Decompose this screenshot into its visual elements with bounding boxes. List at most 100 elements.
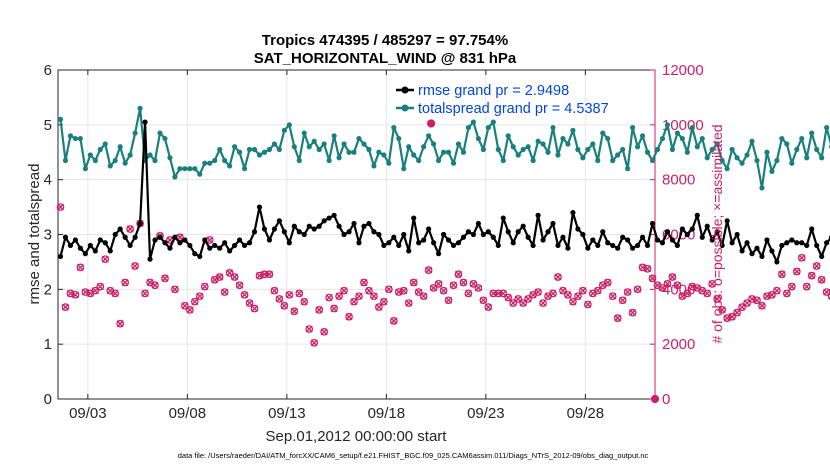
totalspread-series-point <box>301 130 307 136</box>
totalspread-series-point <box>366 146 372 153</box>
obs-assimilated-marker <box>673 281 681 289</box>
obs-possible-marker <box>245 299 254 307</box>
totalspread-series-point <box>291 144 297 150</box>
totalspread-series-point <box>440 149 447 155</box>
obs-possible-marker <box>613 314 622 322</box>
totalspread-series-point <box>824 124 830 131</box>
rmse-series-point <box>97 237 103 243</box>
totalspread-series-point <box>450 160 457 166</box>
obs-assimilated-marker <box>141 289 149 297</box>
totalspread-series-point <box>734 155 740 161</box>
obs-possible-marker <box>419 292 428 301</box>
totalspread-series-point <box>421 144 427 150</box>
totalspread-series-point <box>266 146 273 153</box>
obs-assimilated-marker <box>196 292 204 300</box>
obs-possible-marker <box>454 270 463 279</box>
rmse-series-point <box>202 237 208 243</box>
obs-possible-marker <box>96 282 105 291</box>
obs-possible-marker <box>728 312 736 321</box>
obs-possible-marker <box>181 301 189 310</box>
rmse-series-point <box>500 215 506 221</box>
obs-possible-marker <box>380 297 388 306</box>
obs-extra-marker <box>650 394 660 404</box>
obs-possible-marker <box>539 299 547 307</box>
rmse-series-point <box>57 253 64 260</box>
obs-possible-marker <box>658 284 667 292</box>
obs-possible-marker <box>439 286 448 295</box>
totalspread-series-point <box>426 133 432 139</box>
rmse-series-point <box>699 234 705 240</box>
obs-assimilated-marker <box>425 266 433 274</box>
obs-assimilated-marker <box>778 270 786 278</box>
rmse-series-point <box>187 242 193 249</box>
rmse-series-point <box>326 215 332 221</box>
obs-possible-marker <box>469 279 478 288</box>
rmse-series-point <box>306 223 312 229</box>
rmse-series-point <box>525 234 531 240</box>
obs-assimilated-marker <box>579 287 587 295</box>
totalspread-series-point <box>256 152 263 158</box>
rmse-series-point <box>386 240 392 246</box>
rmse-series-point <box>615 245 621 251</box>
totalspread-series-point <box>217 146 223 153</box>
obs-possible-marker <box>190 297 199 306</box>
totalspread-series-point <box>595 157 601 164</box>
rmse-series-point <box>366 220 372 227</box>
obs-possible-marker <box>230 273 239 281</box>
obs-possible-marker <box>340 286 348 295</box>
rmse-series-point <box>281 229 287 235</box>
totalspread-series-point <box>649 157 656 164</box>
rmse-series-point <box>236 237 243 243</box>
rmse-series-point <box>535 212 541 218</box>
obs-assimilated-marker <box>549 289 557 297</box>
obs-assimilated-marker <box>231 273 239 281</box>
rmse-series-point <box>127 242 133 249</box>
x-tick-label: 09/23 <box>467 405 505 422</box>
obs-possible-marker <box>718 306 727 314</box>
rmse-series-point <box>341 231 347 238</box>
obs-possible-marker <box>384 285 393 294</box>
obs-assimilated-marker <box>813 262 821 270</box>
obs-possible-marker <box>71 290 80 299</box>
rmse-series-point <box>679 226 685 232</box>
totalspread-series-point <box>187 166 193 172</box>
obs-possible-marker <box>459 278 468 287</box>
obs-possible-marker <box>583 300 592 309</box>
rmse-series-point <box>122 234 128 240</box>
rmse-series-point <box>217 245 223 251</box>
rmse-series-point <box>814 242 820 249</box>
totalspread-series-point <box>794 146 800 153</box>
totalspread-series-point <box>207 160 213 166</box>
obs-possible-marker <box>509 299 518 307</box>
totalspread-series-point <box>625 166 631 172</box>
totalspread-series-point <box>435 157 442 164</box>
rmse-series-point <box>261 226 268 232</box>
totalspread-series-point <box>465 124 472 131</box>
chart-title-line2: SAT_HORIZONTAL_WIND @ 831 hPa <box>254 50 517 67</box>
obs-assimilated-marker <box>171 285 179 293</box>
totalspread-series-point <box>411 152 417 158</box>
rmse-series-point <box>585 245 591 251</box>
obs-assimilated-marker <box>619 296 627 304</box>
obs-possible-marker <box>151 281 159 290</box>
obs-assimilated-marker <box>649 274 656 282</box>
totalspread-series-point <box>326 157 332 164</box>
legend: rmse grand pr = 2.9498 totalspread grand… <box>396 83 609 117</box>
totalspread-series-point <box>674 130 680 136</box>
obs-possible-marker <box>131 262 139 270</box>
y-axis-left: 0 1 2 3 4 5 6 <box>44 62 63 408</box>
rmse-series-point <box>620 234 626 240</box>
obs-possible-marker <box>414 288 423 296</box>
rmse-series-point <box>296 229 302 235</box>
rmse-series-point <box>749 251 755 257</box>
rmse-series-point <box>575 226 581 232</box>
obs-possible-marker <box>559 286 567 295</box>
rmse-series-point <box>520 223 526 229</box>
obs-possible-marker <box>569 297 577 306</box>
totalspread-series-point <box>525 144 531 150</box>
obs-possible-marker <box>290 307 299 316</box>
obs-possible-marker <box>738 303 746 312</box>
totalspread-series-point <box>555 152 561 158</box>
obs-assimilated-marker <box>241 291 249 299</box>
rmse-series-point <box>824 240 830 246</box>
